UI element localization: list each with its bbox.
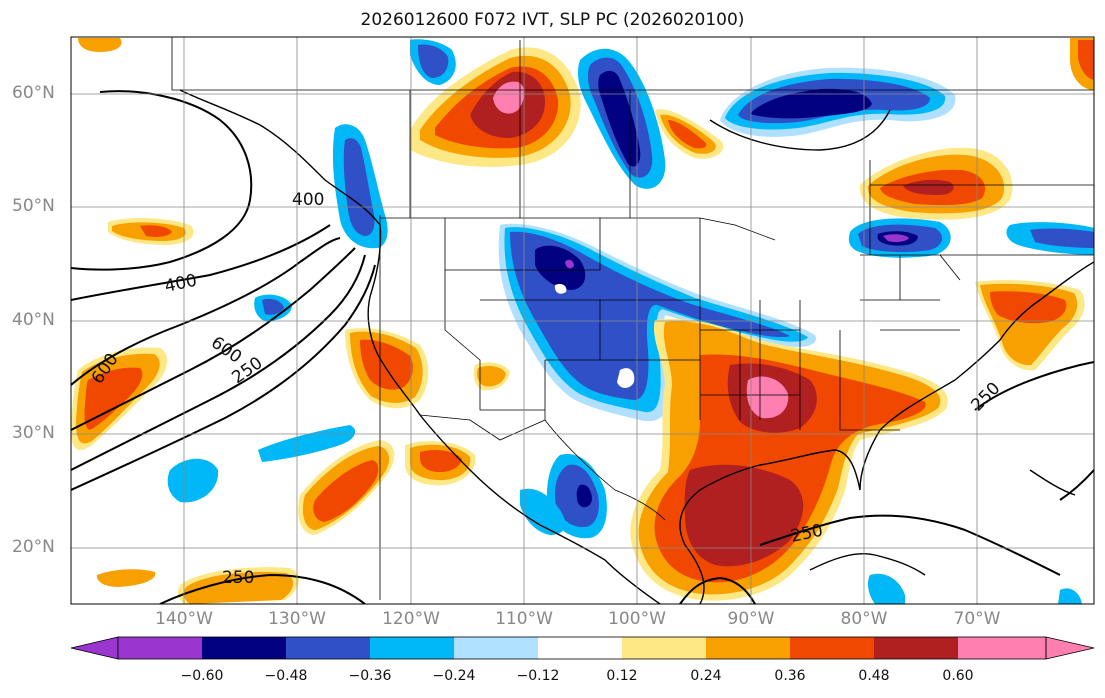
map-frame: [70, 36, 1095, 605]
contour-600: [71, 237, 341, 386]
colorbar-tick-label: 0.12: [606, 668, 638, 684]
contour-600-b: [71, 247, 356, 431]
colorbar-segment: [790, 637, 874, 659]
slp-contours: [71, 90, 1094, 604]
colorbar-tick-label: −0.48: [264, 668, 308, 684]
colorbar-tick-label: −0.60: [180, 668, 224, 684]
colorbar-segment: [118, 637, 202, 659]
contour-250-east: [974, 361, 1094, 411]
colorbar-segment: [286, 637, 370, 659]
lon-label: 110°W: [495, 609, 553, 629]
contour-250-sw: [159, 573, 366, 604]
colorbar-segment: [370, 637, 454, 659]
lon-label: 100°W: [608, 609, 666, 629]
contour-250-east-b: [1059, 469, 1094, 501]
colorbar-tick-label: −0.36: [348, 668, 392, 684]
colorbar-segment: [538, 637, 622, 659]
colorbar-segment: [202, 637, 286, 659]
graticule: [71, 37, 1094, 604]
colorbar-extend-right: [1045, 636, 1095, 660]
lon-label: 70°W: [953, 609, 1001, 629]
contour-250: [71, 254, 366, 471]
contour-400-outer: [71, 90, 253, 271]
contour-250-gulf: [759, 514, 1061, 576]
colorbar-segment: [706, 637, 790, 659]
contour-label: 250: [222, 568, 254, 588]
chart-title: 2026012600 F072 IVT, SLP PC (2026020100): [360, 10, 745, 30]
coastlines: [179, 89, 1094, 604]
colorbar: [70, 636, 1095, 660]
lat-label: 30°N: [12, 423, 55, 443]
colorbar-tick-label: 0.48: [858, 668, 890, 684]
colorbar-extend-left: [70, 636, 119, 660]
political-boundaries: [171, 37, 1094, 600]
colorbar-tick-label: −0.24: [432, 668, 476, 684]
lat-label: 40°N: [12, 310, 55, 330]
colorbar-segment: [958, 637, 1046, 659]
lon-label: 130°W: [268, 609, 326, 629]
contour-400-inner: [71, 224, 331, 301]
contour-250-b: [71, 264, 376, 491]
colorbar-segment: [622, 637, 706, 659]
lat-label: 20°N: [12, 537, 55, 557]
colorbar-tick-label: 0.36: [774, 668, 806, 684]
lat-label: 50°N: [12, 196, 55, 216]
colorbar-tick-label: 0.60: [942, 668, 974, 684]
lon-label: 140°W: [155, 609, 213, 629]
colorbar-tick-label: 0.24: [690, 668, 722, 684]
lon-label: 80°W: [840, 609, 888, 629]
lat-label: 60°N: [12, 83, 55, 103]
contour-label: 400: [292, 190, 324, 210]
colorbar-segment: [454, 637, 538, 659]
lon-label: 120°W: [382, 609, 440, 629]
lon-label: 90°W: [727, 609, 775, 629]
colorbar-segment: [874, 637, 958, 659]
colorbar-tick-label: −0.12: [516, 668, 560, 684]
